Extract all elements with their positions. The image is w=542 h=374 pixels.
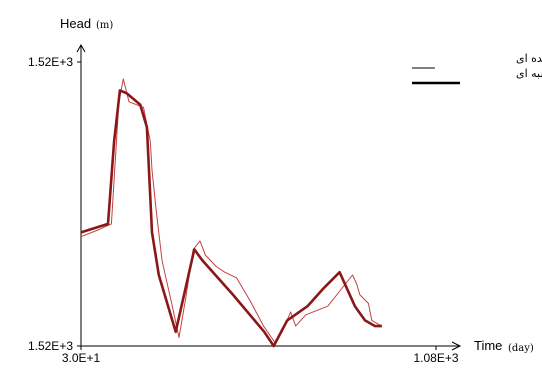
series-group bbox=[80, 78, 383, 348]
x-tick-label: 3.0E+1 bbox=[62, 351, 101, 365]
x-axis-arrow bbox=[451, 341, 462, 351]
x-axis-unit: (day) bbox=[508, 343, 534, 354]
x-axis-title: Time bbox=[474, 338, 502, 353]
legend-label-computed: بار محاسبه ای bbox=[516, 67, 542, 80]
legend-label-observed: بار مشاهده ای bbox=[516, 52, 542, 65]
series-line-observed bbox=[80, 78, 383, 344]
y-tick-label: 1.52E+3 bbox=[28, 55, 73, 69]
y-axis-ticks: 1.52E+3 1.52E+3 bbox=[28, 55, 81, 353]
legend: بار مشاهده ای بار محاسبه ای bbox=[412, 52, 542, 85]
y-tick-label: 1.52E+3 bbox=[28, 339, 73, 353]
y-axis-arrow bbox=[76, 43, 86, 53]
y-axis-unit: (m) bbox=[96, 20, 113, 31]
x-tick-label: 1.08E+3 bbox=[413, 351, 458, 365]
x-axis-ticks: 3.0E+1 1.08E+3 bbox=[62, 346, 459, 365]
y-axis-title: Head bbox=[60, 16, 91, 31]
series-line-computed bbox=[80, 89, 382, 348]
